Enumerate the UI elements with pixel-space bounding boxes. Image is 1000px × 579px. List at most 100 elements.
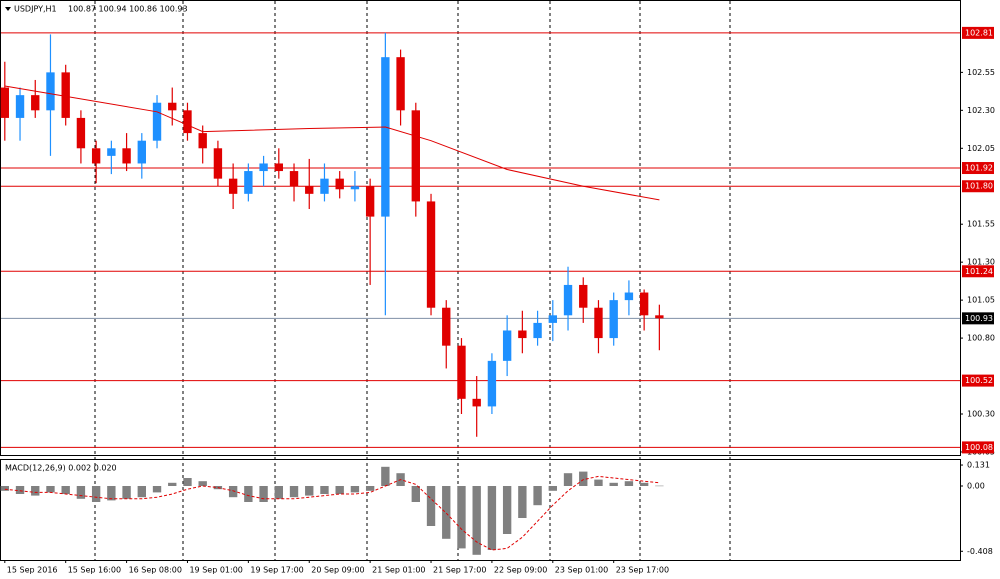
x-tick-label: 16 Sep 08:00 (129, 566, 182, 575)
x-tick-label: 19 Sep 01:00 (189, 566, 242, 575)
macd-bar (76, 486, 86, 499)
candle-body (365, 186, 375, 217)
candle-body (381, 57, 390, 217)
macd-bar (31, 486, 40, 496)
candle-body (609, 300, 618, 339)
menu-arrow[interactable] (5, 7, 11, 11)
y-tick-label: 100.30 (967, 410, 995, 419)
macd-tick-label: 0.00 (967, 482, 985, 491)
macd-bar (563, 473, 573, 486)
level-tag (962, 180, 994, 193)
macd-bar (320, 486, 329, 494)
macd-bar (548, 486, 557, 491)
symbol: USDJPY,H1 (14, 5, 57, 14)
macd-bar (61, 486, 70, 494)
candle-body (61, 72, 70, 118)
level-label: 102.81 (965, 28, 993, 37)
level-tag (962, 162, 994, 175)
macd-bar (426, 486, 436, 526)
macd-bar (457, 486, 466, 549)
macd-bar (381, 466, 390, 486)
macd-bar (198, 481, 207, 486)
candle-body (442, 307, 451, 346)
candle-body (487, 360, 497, 407)
candle-body (122, 148, 131, 164)
candle-body (274, 163, 283, 172)
candle-body (518, 330, 527, 339)
candle-body (655, 315, 664, 319)
macd-bar (609, 482, 618, 486)
macd-bar (137, 486, 146, 498)
x-tick-label: 15 Sep 2016 (7, 566, 58, 575)
candle-body (228, 178, 238, 194)
candle-body (472, 398, 481, 407)
candle-body (624, 292, 634, 301)
macd-bar (274, 486, 283, 499)
candle-body (426, 201, 436, 308)
macd-bar (472, 486, 481, 555)
macd-bar (518, 486, 527, 518)
candle-body (76, 117, 86, 149)
macd-signal (4, 475, 660, 551)
level-label: 101.80 (965, 182, 993, 191)
candle-body (0, 87, 9, 118)
current-price-label: 100.93 (965, 314, 993, 323)
macd-bar (335, 486, 344, 494)
macd-bar (442, 486, 451, 539)
x-tick-label: 23 Sep 01:00 (555, 566, 608, 575)
macd-bar (46, 486, 55, 493)
y-tick-label: 102.30 (967, 106, 995, 115)
macd-bar (502, 486, 512, 534)
macd-bar (122, 486, 131, 499)
x-tick-label: 21 Sep 17:00 (433, 566, 486, 575)
candle-body (396, 57, 405, 111)
level-label: 100.52 (965, 376, 993, 385)
candle-body (31, 95, 40, 111)
macd-bar (305, 486, 314, 496)
candle-body (457, 345, 466, 399)
macd-bar (91, 486, 101, 502)
macd-tick-label: -0.408 (967, 547, 993, 556)
candle-body (639, 292, 649, 316)
candle-body (502, 330, 512, 361)
macd-label: MACD(12,26,9) 0.002 0.020 (5, 464, 117, 473)
candle-body (152, 102, 162, 141)
macd-bar (365, 486, 375, 491)
y-tick-label: 101.30 (967, 258, 995, 267)
candle-body (183, 110, 192, 134)
x-tick-label: 23 Sep 17:00 (616, 566, 669, 575)
y-tick-label: 102.55 (967, 68, 995, 77)
moving-average (4, 85, 660, 201)
candle-body (259, 163, 268, 172)
candle-body (335, 178, 344, 190)
candle-body (46, 72, 55, 111)
level-tag (962, 26, 994, 39)
macd-bar (152, 486, 162, 493)
y-tick-label: 102.05 (967, 144, 995, 153)
candle-body (15, 95, 25, 118)
candle-body (289, 171, 299, 187)
level-label: 101.92 (965, 164, 993, 173)
price-panel (0, 0, 961, 456)
candle-body (168, 102, 177, 111)
candle-body (563, 284, 573, 316)
y-tick-label: 101.55 (967, 220, 995, 229)
macd-tick-label: 0.131 (967, 461, 990, 470)
y-tick-label: 100.80 (967, 334, 995, 343)
x-tick-label: 22 Sep 09:00 (494, 566, 547, 575)
x-tick-label: 21 Sep 01:00 (372, 566, 425, 575)
macd-bar (655, 485, 664, 487)
macd-bar (183, 478, 192, 486)
candle-body (548, 315, 557, 323)
candle-body (137, 140, 146, 164)
candle-body (594, 307, 603, 339)
macd-bar (533, 486, 542, 506)
macd-bar (289, 486, 299, 498)
level-label: 100.08 (965, 443, 993, 452)
candle-body (305, 186, 314, 194)
macd-bar (0, 486, 9, 491)
candle-body (579, 284, 588, 308)
macd-bar (228, 486, 238, 498)
candle-body (533, 322, 542, 339)
